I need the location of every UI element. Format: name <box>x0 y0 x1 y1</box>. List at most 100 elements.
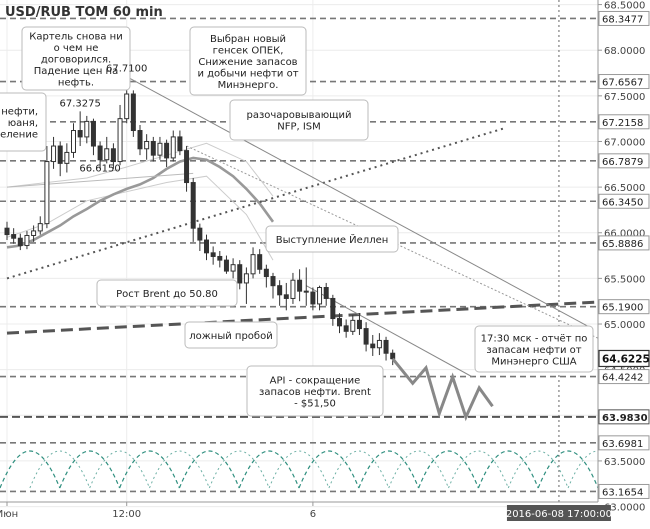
y-axis: 68.5000 68.0000 67.5000 67.0000 66.5000 66.00… <box>597 0 650 525</box>
candle-body <box>277 285 283 296</box>
candle-body <box>124 93 130 120</box>
projection-zigzag <box>391 357 494 422</box>
level-price-tag <box>598 153 650 169</box>
annotation-text: юаня, <box>8 118 38 129</box>
candle-body <box>71 130 76 153</box>
candle-body <box>164 142 170 159</box>
candle-body <box>270 276 276 287</box>
candle-body <box>230 264 236 272</box>
last-price-label: 64.6225 <box>602 353 650 365</box>
x-axis: Июн12:006102016-06-08 17:00:00 <box>0 501 612 521</box>
annotation-text: Рост Brent до 50.80 <box>116 289 218 300</box>
y-tick-label: 68.5000 <box>604 1 645 12</box>
annotation-box <box>229 99 369 141</box>
level-price-tag <box>598 369 650 385</box>
band-lower-line <box>6 175 274 261</box>
annotation-text: и добычи нефти от <box>197 68 298 79</box>
y-tick-label: 63.5000 <box>604 457 645 468</box>
level-price-label: 63.9830 <box>602 413 648 424</box>
x-tick-label: 6 <box>310 509 316 520</box>
candle-body <box>243 273 249 284</box>
annotation-box <box>96 279 238 307</box>
candle-body <box>90 120 96 147</box>
candle-body <box>363 328 369 345</box>
cycle-arc-offset <box>149 450 210 489</box>
candle-body <box>210 252 216 257</box>
candle-body <box>44 161 50 225</box>
annotation-text: Выступление Йеллен <box>276 233 389 246</box>
annotation-text: Минэнерго США <box>491 356 576 367</box>
annotation-text: разочаровывающий <box>246 110 351 121</box>
annotation-text: нефть. <box>58 77 94 88</box>
annotation-box <box>21 26 131 91</box>
level-price-label: 68.3477 <box>602 14 643 25</box>
annotation-text: API - сокращение <box>270 375 361 386</box>
candle-body <box>376 339 382 349</box>
annotation-text: Снижение запасов <box>198 57 297 68</box>
candle-body <box>257 254 263 270</box>
band-upper-line <box>6 142 274 197</box>
cycle-arc <box>238 450 300 489</box>
candle-body <box>343 325 349 332</box>
candle-body <box>204 239 209 254</box>
annotation-text: Картель снова ни <box>29 31 122 42</box>
annotation-text: - $51,50 <box>294 398 336 409</box>
candles <box>4 76 396 366</box>
candle-body <box>317 287 323 305</box>
y-tick-label: 68.0000 <box>604 46 645 57</box>
cycle-arcs <box>0 450 629 489</box>
candle-body <box>237 264 243 284</box>
cycle-arc-offset <box>567 450 629 489</box>
candle-body <box>390 352 396 360</box>
annotation-box <box>246 365 384 417</box>
level-price-tag <box>598 483 650 499</box>
annotation-text: о чем не <box>54 43 99 54</box>
candle-body <box>383 339 389 354</box>
annotations: нефти,юаня,еление Картель снова нио чем н… <box>0 26 594 417</box>
candle-body <box>77 130 83 138</box>
cycle-arc-offset <box>507 450 569 489</box>
annotation-text: генсек ОПЕК, <box>213 45 284 56</box>
cycle-arc <box>358 450 420 489</box>
level-price-label: 66.3450 <box>602 197 643 208</box>
cycle-arc <box>119 450 180 489</box>
y-tick-label: 63.0000 <box>604 503 645 514</box>
cursor-date-tag <box>506 505 611 521</box>
candle-body <box>11 234 17 239</box>
y-tick-label: 66.0000 <box>604 229 645 240</box>
candle-body <box>57 145 63 164</box>
annotation-text: ложный пробой <box>189 331 272 342</box>
level-price-tag <box>598 299 650 315</box>
price-projection <box>391 357 494 422</box>
candle-body <box>24 234 30 247</box>
cycle-arc-offset <box>328 450 390 489</box>
level-price-tag <box>598 435 650 451</box>
level-price-tag <box>598 235 650 251</box>
annotation-text: Выбран новый <box>210 34 286 45</box>
level-price-label: 65.1900 <box>602 303 643 314</box>
y-tick-label: 66.5000 <box>604 183 645 194</box>
annotation-box <box>265 225 399 253</box>
level-price-label: 67.6567 <box>602 78 643 89</box>
candle-body <box>110 148 116 163</box>
annotation-text: еление <box>0 129 38 140</box>
level-price-label: 65.8886 <box>602 239 643 250</box>
candle-body <box>337 318 342 327</box>
price-point-label: 67.7100 <box>106 64 147 75</box>
annotation-text: NFP, ISM <box>277 122 321 133</box>
candle-body <box>184 150 190 184</box>
level-price-label: 67.2158 <box>602 118 643 129</box>
cycle-arc-offset <box>208 450 270 489</box>
level-price-tag <box>598 10 650 26</box>
candle-body <box>297 279 303 292</box>
candle-body <box>104 148 110 161</box>
candle-body <box>290 279 296 299</box>
candle-body <box>64 151 70 164</box>
chart-title: USD/RUB TOM 60 min <box>5 5 163 20</box>
x-tick-label: Июн <box>0 509 18 520</box>
annotation-text: договорился. <box>41 54 111 65</box>
candle-body <box>250 254 256 275</box>
annotation-box <box>0 92 47 152</box>
candle-body <box>17 237 23 247</box>
